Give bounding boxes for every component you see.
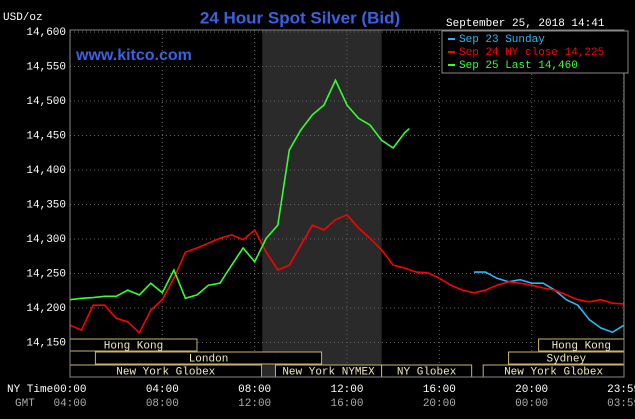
y-tick-label: 14,500	[26, 96, 66, 108]
session-label: Sydney	[546, 353, 586, 365]
x-row-label: NY Time	[7, 384, 53, 396]
y-tick-label: 14,550	[26, 61, 66, 73]
gmt-tick-label: 16:00	[330, 398, 363, 410]
session-label: London	[189, 353, 229, 365]
session-box	[94, 351, 323, 365]
session-label: New York Globex	[504, 366, 603, 378]
x-tick-label: 12:00	[330, 384, 363, 396]
session-label: Hong Kong	[104, 340, 163, 352]
site-url: www.kitco.com	[75, 47, 192, 64]
x-tick-label: 23:59	[607, 384, 635, 396]
session-label: NY Globex	[397, 366, 457, 378]
y-tick-label: 14,600	[26, 27, 66, 39]
x-row-label: GMT	[15, 398, 35, 410]
highlight-region	[262, 30, 382, 377]
session-label: Hong Kong	[552, 340, 611, 352]
x-tick-label: 04:00	[146, 384, 179, 396]
y-tick-label: 14,400	[26, 165, 66, 177]
y-tick-label: 14,300	[26, 234, 66, 246]
y-tick-label: 14,200	[26, 303, 66, 315]
legend-label: Sep 24 NY close 14,225	[459, 47, 604, 59]
y-tick-label: 14,250	[26, 268, 66, 280]
session-label: New York NYMEX	[282, 366, 375, 378]
x-tick-label: 16:00	[423, 384, 456, 396]
gmt-tick-label: 12:00	[238, 398, 271, 410]
legend-box	[441, 30, 629, 74]
y-axis-label: USD/oz	[3, 12, 43, 24]
timestamp: September 25, 2018 14:41	[446, 18, 605, 30]
x-tick-label: 20:00	[515, 384, 548, 396]
y-tick-label: 14,450	[26, 130, 66, 142]
plot-frame	[69, 29, 625, 378]
series-line	[69, 213, 625, 335]
x-tick-label: 08:00	[238, 384, 271, 396]
gmt-tick-label: 04:00	[53, 398, 86, 410]
legend-label: Sep 25 Last 14,460	[459, 60, 578, 72]
chart-title: 24 Hour Spot Silver (Bid)	[200, 8, 400, 27]
series-line	[69, 78, 410, 301]
y-tick-label: 14,350	[26, 199, 66, 211]
gmt-tick-label: 03:59	[607, 398, 635, 410]
gmt-tick-label: 08:00	[146, 398, 179, 410]
series-line	[474, 271, 625, 334]
gmt-tick-label: 00:00	[515, 398, 548, 410]
legend-label: Sep 23 Sunday	[459, 34, 545, 46]
session-label: New York Globex	[116, 366, 215, 378]
gmt-tick-label: 20:00	[423, 398, 456, 410]
x-tick-label: 00:00	[53, 384, 86, 396]
y-tick-label: 14,150	[26, 337, 66, 349]
